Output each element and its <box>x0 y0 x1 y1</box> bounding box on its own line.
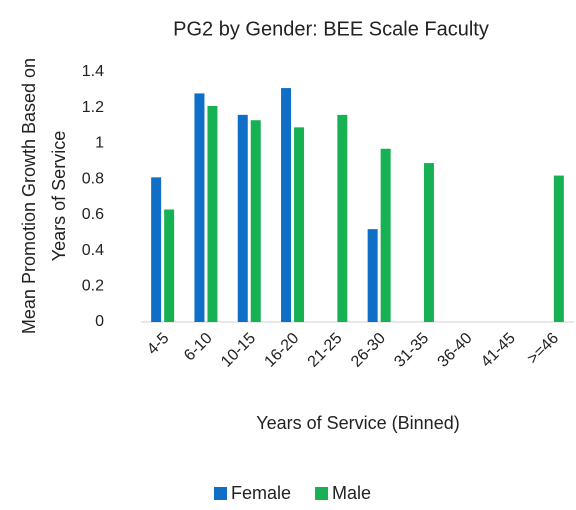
x-tick-group: 36-40 <box>435 330 476 371</box>
bar <box>164 209 175 322</box>
y-axis-title: Years of Service <box>49 131 69 261</box>
x-axis-title: Years of Service (Binned) <box>256 413 459 433</box>
y-tick-label: 0.6 <box>82 206 104 223</box>
x-tick-label: 36-40 <box>435 330 476 371</box>
bar <box>281 88 292 322</box>
x-tick-label: 6-10 <box>181 330 216 365</box>
y-tick-label: 0 <box>95 313 104 330</box>
legend-label: Male <box>332 483 371 503</box>
x-tick-group: 10-15 <box>218 330 259 371</box>
x-tick-group: 16-20 <box>261 330 302 371</box>
x-tick-group: 26-30 <box>348 330 389 371</box>
x-tick-label: 26-30 <box>348 330 389 371</box>
y-tick-label: 1.4 <box>82 63 104 80</box>
legend-swatch <box>315 487 329 500</box>
legend-label: Female <box>231 483 291 503</box>
y-tick-label: 0.4 <box>82 242 104 259</box>
x-tick-label: 10-15 <box>218 330 259 371</box>
legend-swatch <box>214 487 227 500</box>
y-axis-title: Mean Promotion Growth Based on <box>19 58 39 334</box>
bar <box>237 114 248 322</box>
x-tick-group: >=46 <box>524 330 562 368</box>
bar <box>553 175 564 322</box>
bar <box>367 229 378 322</box>
x-tick-group: 31-35 <box>391 330 432 371</box>
bar <box>207 105 218 322</box>
x-tick-group: 21-25 <box>305 330 346 371</box>
x-tick-group: 41-45 <box>478 330 519 371</box>
y-tick-label: 0.2 <box>82 278 104 295</box>
bar <box>151 177 162 322</box>
bar <box>380 148 391 322</box>
bar <box>337 114 348 322</box>
y-tick-label: 0.8 <box>82 170 104 187</box>
x-tick-group: 4-5 <box>144 330 172 358</box>
bar <box>194 93 205 322</box>
x-tick-label: 31-35 <box>391 330 432 371</box>
x-tick-group: 6-10 <box>181 330 216 365</box>
x-tick-label: 16-20 <box>261 330 302 371</box>
y-tick-label: 1.2 <box>82 99 104 116</box>
x-tick-label: >=46 <box>524 330 562 368</box>
bar <box>423 163 434 322</box>
y-tick-label: 1 <box>95 135 104 152</box>
chart-title: PG2 by Gender: BEE Scale Faculty <box>173 18 489 40</box>
x-tick-label: 21-25 <box>305 330 346 371</box>
x-tick-label: 4-5 <box>144 330 172 358</box>
bar <box>294 127 305 322</box>
bar <box>250 120 261 322</box>
x-tick-label: 41-45 <box>478 330 519 371</box>
